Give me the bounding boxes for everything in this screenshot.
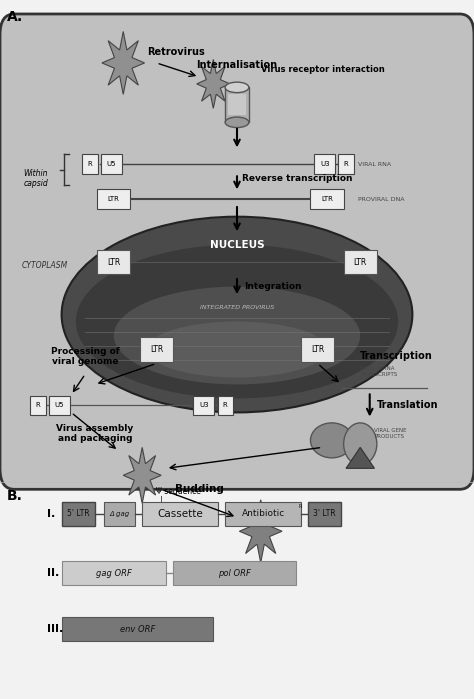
Text: Antibiotic: Antibiotic (241, 510, 285, 518)
Text: 5' LTR: 5' LTR (67, 510, 90, 518)
Text: Translation: Translation (377, 401, 438, 410)
Bar (225, 502, 301, 526)
Text: U3: U3 (320, 161, 329, 167)
Text: LTR: LTR (107, 258, 120, 266)
Polygon shape (346, 447, 374, 468)
Text: PROVIRAL DNA: PROVIRAL DNA (358, 196, 404, 202)
FancyBboxPatch shape (310, 189, 344, 209)
FancyBboxPatch shape (344, 250, 377, 274)
Text: Within
capsid: Within capsid (23, 168, 48, 188)
Text: II.: II. (47, 568, 60, 578)
Text: VIRAL RNA: VIRAL RNA (358, 161, 391, 167)
Text: VIRAL GENE
PRODUCTS: VIRAL GENE PRODUCTS (374, 428, 407, 439)
FancyBboxPatch shape (301, 337, 334, 362)
Text: Integration: Integration (244, 282, 301, 291)
Text: pol ORF: pol ORF (218, 569, 251, 577)
Bar (62, 617, 213, 642)
Text: R: R (223, 403, 228, 408)
Text: U3: U3 (199, 403, 209, 408)
Text: Processing of
viral genome: Processing of viral genome (51, 347, 120, 366)
Text: Transcription: Transcription (360, 352, 433, 361)
FancyBboxPatch shape (140, 337, 173, 362)
FancyBboxPatch shape (0, 14, 474, 489)
Bar (308, 502, 341, 526)
Bar (62, 502, 95, 526)
Text: NUCLEUS: NUCLEUS (210, 240, 264, 250)
Text: III.: III. (47, 624, 64, 634)
FancyBboxPatch shape (338, 154, 354, 174)
Bar (173, 561, 296, 586)
Text: U5: U5 (107, 161, 116, 167)
Text: R: R (88, 161, 92, 167)
Text: U5: U5 (55, 403, 64, 408)
Polygon shape (239, 500, 282, 563)
Text: gag ORF: gag ORF (96, 569, 132, 577)
Text: LTR: LTR (354, 258, 367, 266)
Ellipse shape (62, 217, 412, 412)
Text: Retrovirus: Retrovirus (147, 48, 205, 57)
Ellipse shape (225, 82, 249, 92)
Text: LTR: LTR (108, 196, 120, 202)
Ellipse shape (76, 245, 398, 398)
Text: Ψ sequence: Ψ sequence (156, 487, 201, 496)
Text: B.: B. (7, 489, 23, 503)
FancyBboxPatch shape (48, 396, 70, 415)
Text: R: R (36, 403, 40, 408)
Text: I.: I. (47, 509, 55, 519)
Text: Virus assembly
and packaging: Virus assembly and packaging (56, 424, 133, 443)
Bar (62, 561, 166, 586)
Ellipse shape (114, 287, 360, 384)
Bar (225, 87, 249, 122)
FancyBboxPatch shape (100, 154, 122, 174)
Text: Reverse transcription: Reverse transcription (242, 174, 352, 182)
Bar (142, 502, 218, 526)
Text: Cassette: Cassette (157, 509, 203, 519)
Polygon shape (123, 447, 161, 503)
Text: CYTOPLASM: CYTOPLASM (21, 261, 68, 270)
Ellipse shape (310, 423, 353, 458)
FancyBboxPatch shape (218, 396, 233, 415)
Text: R: R (344, 161, 348, 167)
Text: A.: A. (7, 10, 23, 24)
Text: Virus receptor interaction: Virus receptor interaction (261, 66, 384, 74)
FancyBboxPatch shape (30, 396, 46, 415)
Text: R: R (299, 503, 302, 509)
Ellipse shape (225, 117, 249, 127)
Text: INTEGRATED PROVIRUS: INTEGRATED PROVIRUS (200, 305, 274, 310)
Bar (228, 94, 246, 115)
FancyBboxPatch shape (97, 250, 130, 274)
Text: LTR: LTR (311, 345, 324, 354)
Text: Budding: Budding (174, 484, 224, 494)
Text: env ORF: env ORF (120, 625, 155, 633)
Polygon shape (197, 59, 230, 108)
Text: Internalisation: Internalisation (196, 60, 278, 70)
Ellipse shape (147, 322, 327, 377)
FancyBboxPatch shape (314, 154, 336, 174)
Text: 3' LTR: 3' LTR (313, 510, 336, 518)
Text: LTR: LTR (150, 345, 163, 354)
Ellipse shape (344, 423, 377, 465)
Text: Δ gag: Δ gag (109, 511, 130, 517)
FancyBboxPatch shape (97, 189, 130, 209)
Bar (104, 502, 135, 526)
Text: LTR: LTR (321, 196, 333, 202)
FancyBboxPatch shape (193, 396, 214, 415)
Polygon shape (102, 31, 145, 94)
Text: VIRAL mRNA
TRANSCRIPTS: VIRAL mRNA TRANSCRIPTS (360, 366, 398, 377)
FancyBboxPatch shape (82, 154, 98, 174)
